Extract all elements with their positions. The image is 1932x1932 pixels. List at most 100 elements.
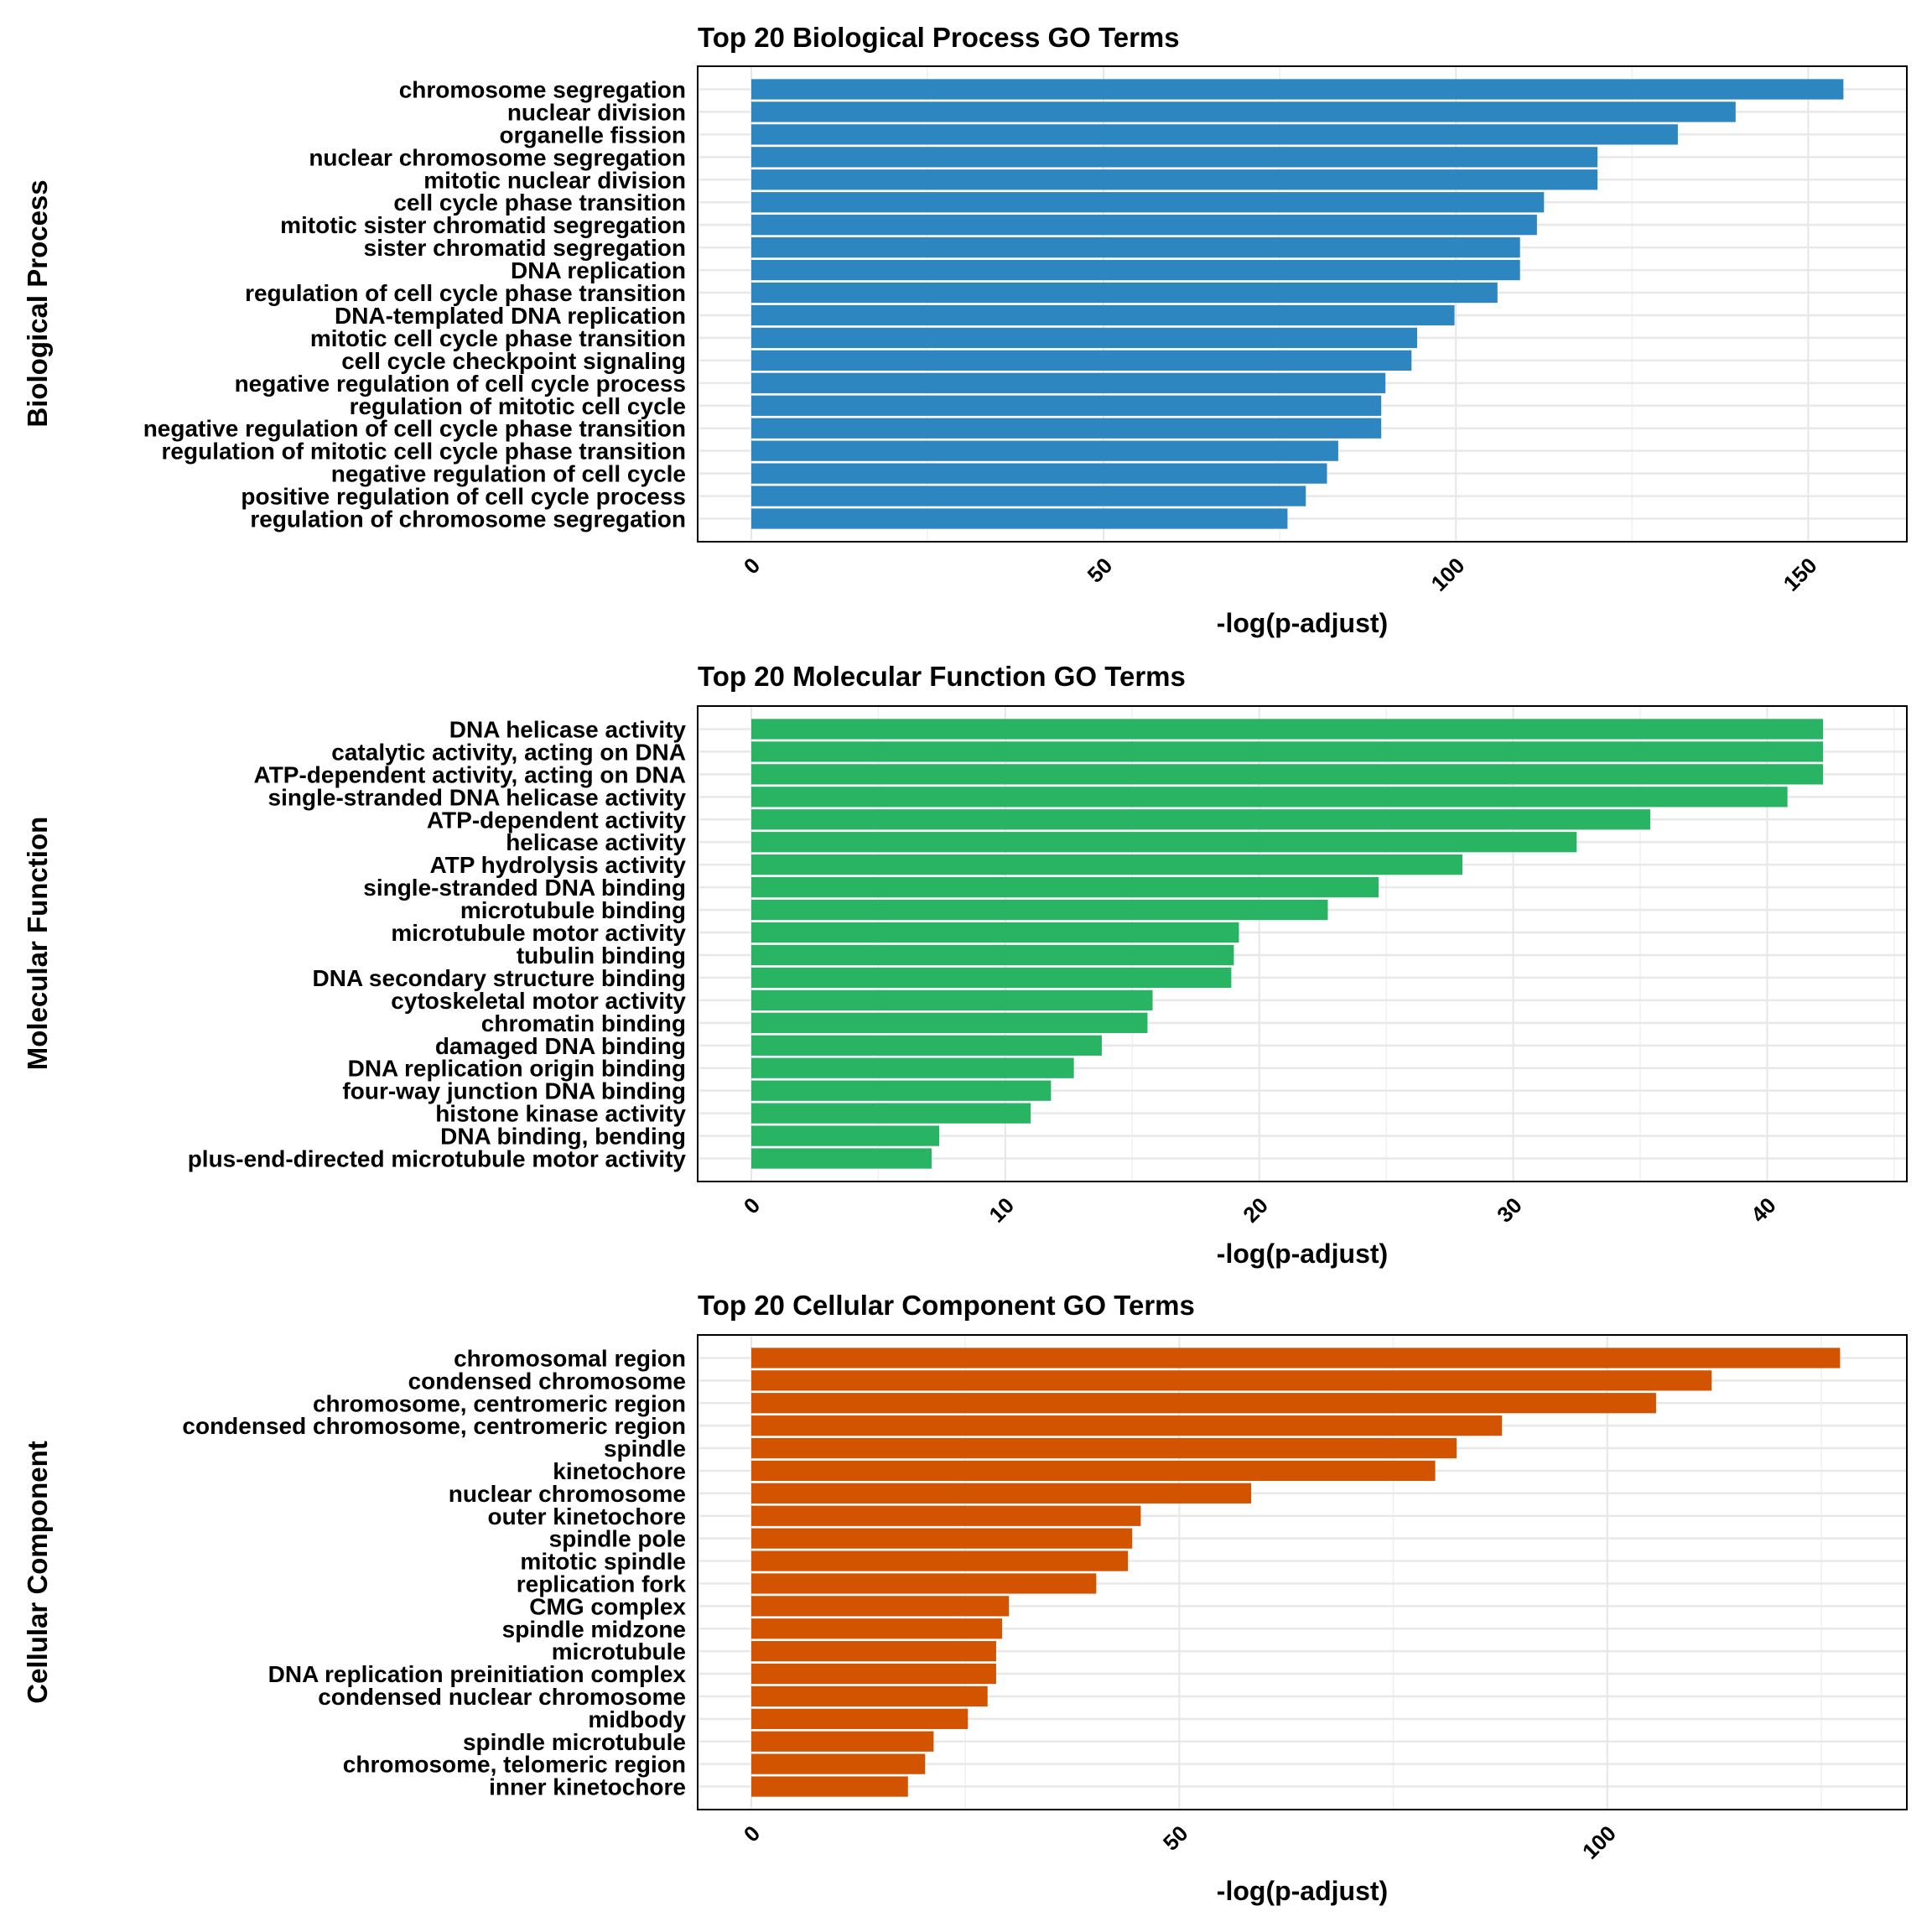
bar — [751, 832, 1577, 853]
bar — [751, 1103, 1031, 1124]
plot-border — [697, 1334, 1908, 1810]
category-label: chromosome, centromeric region — [313, 1390, 686, 1416]
x-tick-label: 100 — [1577, 1820, 1621, 1864]
plot-border — [697, 705, 1908, 1182]
category-label: DNA binding, bending — [440, 1124, 686, 1150]
bar — [751, 169, 1598, 190]
category-label: mitotic nuclear division — [423, 167, 686, 193]
bar — [751, 282, 1498, 304]
category-label: cell cycle checkpoint signaling — [341, 348, 686, 374]
bar — [751, 1035, 1102, 1056]
bar — [751, 944, 1234, 966]
category-label: mitotic sister chromatid segregation — [280, 212, 686, 238]
bar — [751, 1460, 1436, 1482]
x-tick-label: 150 — [1779, 553, 1822, 596]
bar — [751, 1505, 1141, 1526]
category-label: chromosome, telomeric region — [343, 1752, 686, 1778]
category-label: replication fork — [517, 1571, 687, 1597]
category-label: regulation of cell cycle phase transitio… — [245, 280, 686, 306]
x-tick-label: 30 — [1492, 1192, 1527, 1228]
bar — [751, 787, 1788, 808]
bar — [751, 327, 1418, 349]
bar — [751, 147, 1598, 168]
x-tick-label: 10 — [984, 1192, 1019, 1228]
category-label: tubulin binding — [517, 943, 686, 969]
bar — [751, 1685, 988, 1707]
category-label: condensed chromosome — [408, 1368, 686, 1394]
bar — [751, 1618, 1003, 1639]
bar — [751, 350, 1412, 371]
category-label: kinetochore — [553, 1458, 686, 1484]
bar — [751, 1057, 1074, 1078]
bar — [751, 215, 1537, 236]
x-tick-label: 50 — [1083, 553, 1118, 588]
panel-biological-process: Top 20 Biological Process GO Terms Biolo… — [22, 22, 1908, 638]
bar — [751, 967, 1232, 989]
category-label: ATP hydrolysis activity — [429, 852, 686, 878]
bar — [751, 124, 1678, 145]
category-label: outer kinetochore — [488, 1504, 686, 1530]
plot-area — [698, 66, 1907, 542]
bar — [751, 1776, 908, 1797]
bar — [751, 372, 1386, 393]
category-label: regulation of mitotic cell cycle phase t… — [162, 439, 686, 465]
bar — [751, 854, 1462, 875]
category-label: DNA replication origin binding — [348, 1056, 686, 1082]
bar — [751, 1415, 1503, 1436]
bar — [751, 1437, 1457, 1459]
category-label: single-stranded DNA helicase activity — [268, 784, 687, 810]
bar — [751, 1348, 1841, 1368]
category-label: helicase activity — [506, 829, 686, 855]
category-label: regulation of mitotic cell cycle — [350, 393, 686, 419]
plot-area — [698, 1335, 1907, 1810]
category-label: spindle pole — [549, 1526, 686, 1552]
category-label: histone kinase activity — [435, 1101, 686, 1127]
bar — [751, 236, 1520, 258]
category-label: four-way junction DNA binding — [342, 1078, 686, 1104]
bar — [751, 1641, 996, 1662]
category-label: chromatin binding — [481, 1010, 686, 1036]
bar — [751, 741, 1824, 762]
category-label: DNA replication — [511, 257, 686, 283]
y-axis-title: Molecular Function — [22, 817, 53, 1071]
bar — [751, 1370, 1712, 1391]
category-label: spindle midzone — [502, 1616, 686, 1642]
category-label: ATP-dependent activity, acting on DNA — [254, 761, 686, 787]
category-label: microtubule motor activity — [391, 920, 686, 946]
bar — [751, 1550, 1129, 1571]
bar — [751, 1148, 932, 1169]
category-label: DNA helicase activity — [449, 716, 687, 742]
bar — [751, 1573, 1097, 1594]
y-axis-title: Cellular Component — [22, 1441, 53, 1704]
x-axis-title: -log(p-adjust) — [1217, 608, 1388, 638]
category-label: DNA replication preinitiation complex — [268, 1661, 687, 1687]
bar — [751, 304, 1455, 326]
category-label: cytoskeletal motor activity — [391, 988, 686, 1014]
category-label: CMG complex — [529, 1593, 686, 1619]
category-label: positive regulation of cell cycle proces… — [241, 484, 686, 510]
bar — [751, 1012, 1148, 1033]
category-label: mitotic spindle — [520, 1549, 686, 1575]
bar — [751, 876, 1379, 898]
category-label: nuclear division — [507, 99, 686, 125]
category-label: chromosomal region — [454, 1345, 686, 1371]
bar — [751, 395, 1382, 416]
panel-title: Top 20 Cellular Component GO Terms — [698, 1290, 1195, 1321]
category-label: condensed nuclear chromosome — [318, 1684, 686, 1710]
category-label: spindle — [604, 1436, 686, 1462]
category-label: negative regulation of cell cycle — [331, 461, 686, 487]
bar — [751, 508, 1288, 529]
bar — [751, 1393, 1656, 1414]
plot-border — [697, 65, 1908, 543]
bar — [751, 463, 1327, 484]
bar — [751, 79, 1844, 100]
category-label: ATP-dependent activity — [427, 807, 687, 833]
category-label: DNA secondary structure binding — [313, 965, 686, 991]
category-label: negative regulation of cell cycle phase … — [143, 416, 686, 442]
category-label: spindle microtubule — [463, 1729, 686, 1755]
category-label: mitotic cell cycle phase transition — [310, 325, 686, 351]
x-tick-label: 0 — [739, 1820, 765, 1846]
bar — [751, 989, 1153, 1011]
bar — [751, 1528, 1133, 1549]
bar — [751, 719, 1824, 740]
